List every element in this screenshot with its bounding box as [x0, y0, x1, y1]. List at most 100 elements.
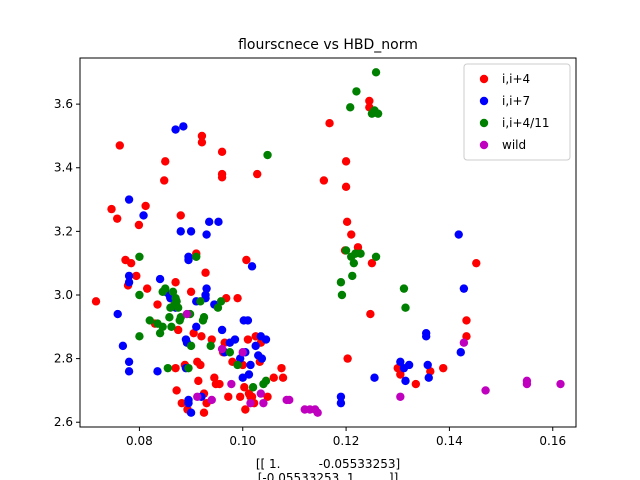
data-point-series-1-47 [247, 262, 257, 271]
data-point-series-1-64 [454, 230, 463, 239]
data-point-series-2-26 [199, 313, 209, 322]
data-point-series-0-40 [215, 379, 224, 389]
x-axis-label-line-2: [-0.05533253 1. ]] [258, 471, 399, 480]
x-axis-label-line-1: [[ 1. -0.05533253] [256, 457, 400, 471]
data-point-series-2-42 [349, 258, 359, 268]
data-point-series-3-14 [313, 408, 322, 417]
legend-label-2: i,i+4/11 [502, 116, 549, 130]
data-point-series-0-16 [171, 278, 180, 287]
data-point-series-1-15 [176, 227, 185, 236]
x-tick-label-1: 0.10 [229, 434, 256, 448]
data-point-series-2-45 [356, 249, 365, 258]
data-point-series-0-88 [472, 258, 481, 268]
x-tick-label-3: 0.14 [436, 434, 463, 448]
data-point-series-2-7 [158, 322, 167, 331]
data-point-series-1-1 [118, 341, 128, 351]
data-point-series-0-61 [253, 169, 262, 179]
data-point-series-2-12 [167, 322, 176, 331]
chart-title: flourscnece vs HBD_norm [238, 37, 418, 53]
data-point-series-0-55 [243, 335, 253, 344]
data-point-series-0-12 [153, 300, 162, 309]
data-point-series-0-79 [367, 258, 377, 268]
plot-frame [79, 57, 577, 428]
data-point-series-0-19 [172, 386, 181, 395]
legend: i,i+4 i,i+7 i,i+4/11 wild [463, 63, 571, 161]
data-point-series-2-37 [337, 290, 347, 300]
legend-label-1: i,i+7 [502, 94, 530, 108]
data-point-series-0-50 [235, 392, 245, 401]
data-point-series-2-13 [168, 287, 178, 297]
data-point-series-0-65 [269, 373, 278, 382]
data-point-series-1-40 [235, 354, 245, 363]
data-point-series-0-41 [217, 147, 227, 157]
data-point-series-2-38 [341, 246, 351, 255]
data-point-series-1-41 [238, 373, 247, 382]
data-point-series-0-24 [186, 287, 196, 297]
data-point-series-2-22 [186, 341, 196, 351]
data-point-series-2-24 [196, 297, 205, 306]
data-point-series-3-1 [193, 392, 202, 401]
data-point-series-2-23 [192, 252, 201, 262]
data-point-series-1-8 [153, 367, 162, 376]
data-point-series-1-31 [202, 230, 211, 239]
data-point-series-3-2 [207, 395, 216, 405]
data-point-series-0-84 [426, 367, 435, 376]
data-point-series-1-55 [370, 373, 379, 382]
data-point-series-0-38 [210, 373, 219, 382]
data-point-series-2-48 [371, 252, 381, 262]
legend-marker-3 [479, 140, 489, 150]
data-point-series-0-82 [396, 370, 405, 379]
data-point-series-2-27 [206, 341, 215, 351]
data-point-series-1-0 [113, 309, 122, 319]
data-point-series-0-10 [142, 284, 152, 293]
data-point-series-0-85 [439, 363, 448, 373]
data-point-series-2-32 [248, 383, 258, 392]
data-point-series-1-45 [244, 370, 254, 379]
data-point-series-2-5 [155, 328, 165, 338]
data-point-series-0-9 [141, 201, 150, 211]
data-point-series-1-62 [423, 360, 432, 370]
data-point-series-2-19 [176, 313, 185, 322]
data-point-series-3-15 [396, 392, 405, 401]
data-point-series-1-4 [124, 278, 134, 287]
data-point-series-1-35 [214, 217, 223, 227]
data-point-series-3-6 [246, 398, 255, 408]
data-point-series-0-77 [365, 96, 374, 106]
data-point-series-0-81 [393, 363, 402, 373]
data-point-series-3-4 [227, 379, 236, 389]
data-point-series-2-52 [401, 303, 410, 312]
data-point-series-0-0 [91, 297, 101, 306]
data-point-series-2-10 [165, 313, 174, 322]
data-point-series-1-24 [186, 227, 196, 236]
data-point-series-2-28 [213, 303, 223, 312]
data-point-series-0-83 [411, 379, 421, 389]
axes-layer: 0.08 0.10 0.12 0.14 0.16 2.6 2.8 3.0 3.2 3.4 3.6 [54, 97, 566, 448]
data-point-series-0-86 [462, 316, 471, 325]
data-point-series-2-1 [135, 290, 144, 300]
data-point-series-0-34 [199, 408, 209, 417]
data-point-series-2-20 [184, 363, 193, 373]
data-point-series-0-1 [107, 204, 116, 214]
data-point-series-0-58 [247, 392, 257, 401]
data-point-series-2-16 [172, 297, 181, 306]
y-tick-label-5: 3.6 [54, 97, 73, 111]
data-point-series-2-36 [336, 278, 346, 287]
data-point-series-0-25 [189, 328, 198, 338]
data-point-series-1-61 [421, 332, 431, 341]
data-point-series-1-27 [192, 322, 201, 331]
data-point-series-0-29 [196, 360, 205, 370]
data-point-series-0-80 [366, 309, 375, 319]
legend-label-3: wild [502, 138, 526, 152]
data-point-series-0-64 [263, 392, 272, 401]
points-layer [91, 68, 565, 417]
y-tick-label-4: 3.4 [54, 161, 73, 175]
data-point-series-0-54 [242, 255, 251, 265]
data-point-series-1-63 [424, 373, 433, 382]
data-point-series-0-3 [115, 141, 124, 150]
data-point-series-2-39 [346, 103, 355, 112]
data-point-series-0-8 [134, 220, 144, 230]
data-point-series-2-51 [399, 284, 409, 293]
data-point-series-0-31 [197, 131, 207, 141]
data-point-series-1-3 [124, 271, 134, 281]
